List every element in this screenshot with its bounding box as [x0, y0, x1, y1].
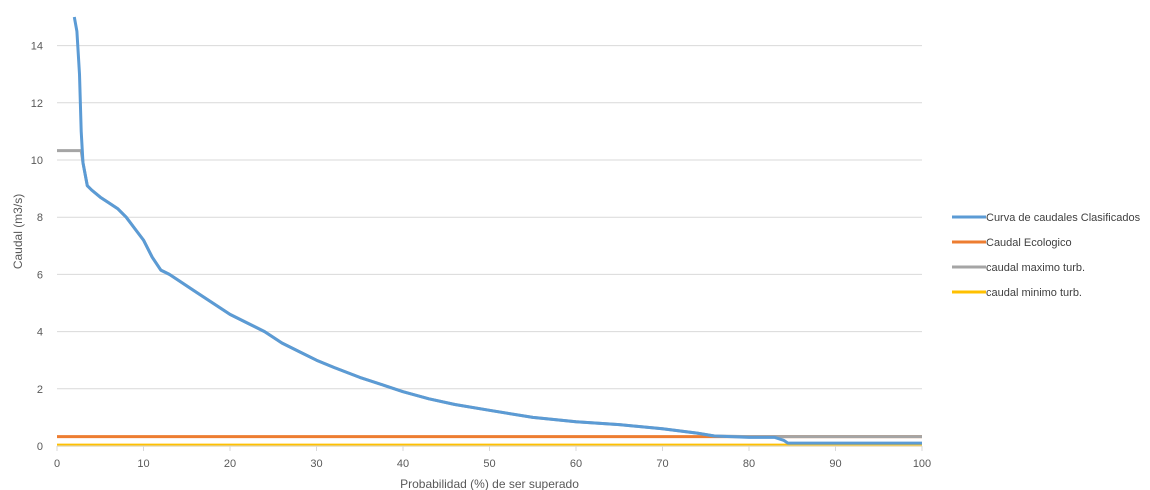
axes: 0 2 4 6 8 10 12 14 0 10 20 30 40 50 60 70 80 90 100	[31, 41, 931, 470]
x-tick-label: 50	[483, 458, 495, 470]
legend: Curva de caudales Clasificados Caudal Eco…	[952, 212, 1141, 299]
y-tick-label: 0	[37, 441, 43, 453]
x-tick-label: 90	[829, 458, 841, 470]
x-tick-label: 30	[310, 458, 322, 470]
y-tick-label: 2	[37, 384, 43, 396]
x-tick-label: 0	[54, 458, 60, 470]
series-lines	[57, 16, 922, 447]
y-tick-label: 4	[37, 327, 43, 339]
legend-label: caudal maximo turb.	[986, 262, 1085, 274]
legend-label: Caudal Ecologico	[986, 237, 1072, 249]
y-tick-label: 10	[31, 155, 43, 167]
x-tick-label: 70	[656, 458, 668, 470]
x-tick-label: 40	[397, 458, 409, 470]
series-line-0	[72, 16, 922, 445]
y-axis-title: Caudal (m3/s)	[11, 194, 25, 269]
legend-label: caudal minimo turb.	[986, 287, 1082, 299]
y-tick-label: 12	[31, 98, 43, 110]
x-tick-label: 100	[913, 458, 931, 470]
legend-label: Curva de caudales Clasificados	[986, 212, 1141, 224]
gridlines	[57, 45, 922, 390]
x-tick-label: 20	[224, 458, 236, 470]
x-tick-label: 10	[137, 458, 149, 470]
y-tick-label: 14	[31, 41, 43, 53]
x-tick-label: 80	[743, 458, 755, 470]
series-line-2	[57, 149, 922, 439]
x-tick-label: 60	[570, 458, 582, 470]
x-axis-title: Probabilidad (%) de ser superado	[400, 477, 579, 490]
y-tick-label: 6	[37, 269, 43, 281]
y-tick-label: 8	[37, 212, 43, 224]
